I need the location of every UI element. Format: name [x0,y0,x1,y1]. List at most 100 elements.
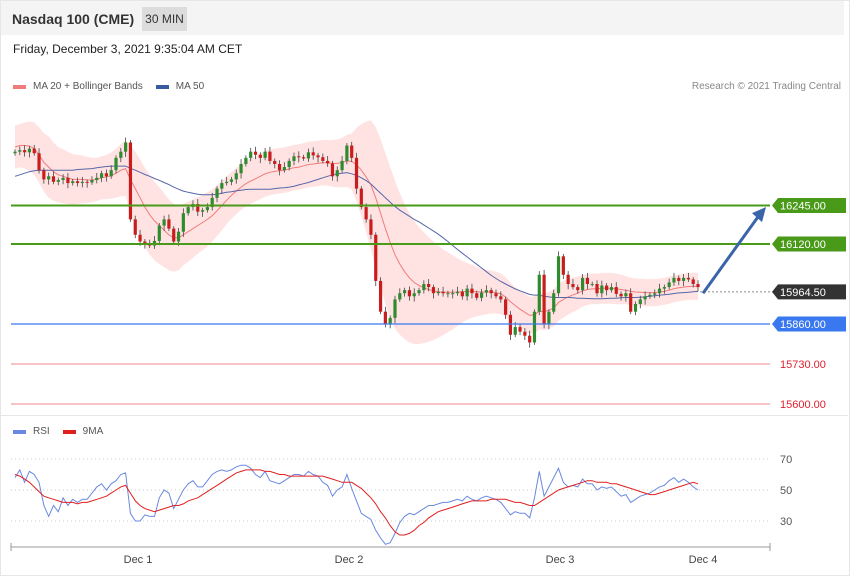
candle-down [677,277,681,281]
candle-up [47,176,51,180]
candle-up [624,293,628,297]
candle-up [403,290,407,294]
candle-up [215,188,219,198]
candle-up [186,207,190,214]
candle-up [124,142,128,152]
candle-down [75,181,80,184]
candle-up [455,291,460,294]
candle-down [133,219,137,235]
candle-down [268,151,272,161]
candle-down [37,153,41,171]
candle-up [90,179,94,183]
candle-up [61,177,65,180]
last-price-tag [772,284,846,300]
candle-down [364,207,368,220]
candle-down [23,150,27,153]
candle-up [465,288,469,297]
candle-down [321,157,325,161]
resistance-price-label: 16245.00 [780,201,826,213]
candle-up [176,231,181,242]
candle-down [42,170,46,180]
candle-up [657,288,662,294]
candle-down [350,145,354,158]
candle-up [436,291,440,294]
candle-up [244,157,248,164]
candle-down [427,283,431,288]
candle-down [383,311,387,324]
resistance-price-label: 16120.00 [780,239,826,251]
candle-up [398,293,402,300]
candle-up [681,277,686,281]
rsi-tick-label: 50 [780,485,792,497]
candle-up [200,210,205,212]
candle-up [287,160,291,168]
candle-down [316,155,320,158]
candle-down [528,335,532,343]
candle-down [258,154,262,158]
candle-up [513,327,517,335]
x-tick-label: Dec 2 [335,554,364,566]
candle-down [629,293,633,312]
candle-up [18,150,22,152]
ma50-swatch [155,84,169,89]
candle-up [56,179,60,182]
candle-down [378,280,383,312]
candle-up [393,299,397,318]
candle-up [633,303,638,312]
candle-down [196,203,200,212]
price-legend: MA 20 + Bollinger Bands MA 50 [13,81,204,92]
candle-down [143,241,147,244]
x-tick-label: Dec 1 [124,554,153,566]
candle-down [172,228,176,242]
projection-arrow-head [752,207,766,223]
candle-down [571,283,575,288]
candle-down [576,287,580,291]
projection-arrow [701,213,762,295]
candle-down [561,256,565,275]
candle-up [590,283,594,285]
candle-down [489,290,493,294]
candle-up [157,225,161,241]
candle-up [181,213,185,232]
candle-up [552,293,556,312]
support-price-label: 15730.00 [780,359,826,371]
candle-down [460,291,464,297]
candle-down [614,287,618,294]
last-price-label: 15964.50 [780,287,826,299]
candle-down [138,234,142,242]
candle-down [605,285,609,291]
rsi-legend: RSI 9MA [13,426,103,437]
candle-down [66,177,70,184]
candle-up [484,290,488,293]
candle-down [330,163,335,177]
candle-up [653,293,657,295]
candle-down [104,173,108,177]
candle-down [441,291,445,294]
candle-up [306,152,311,159]
candle-up [205,207,209,211]
candle-up [13,151,17,154]
candle-up [249,151,253,158]
candle-down [691,279,695,284]
candle-up [225,181,229,184]
candle-up [239,163,243,174]
chart-header: Nasdaq 100 (CME) 30 MIN [1,1,844,35]
candle-down [311,152,315,156]
candle-up [345,145,349,161]
candle-up [662,287,666,289]
candle-up [119,151,123,158]
candle-up [282,167,286,171]
candle-down [32,148,36,154]
copyright-text: Research © 2021 Trading Central [691,81,841,92]
candle-up [210,197,214,208]
rsi-swatch [13,429,26,434]
candle-up [80,181,84,184]
candle-up [609,287,614,291]
candle-up [638,299,642,304]
candle-down [302,157,306,159]
timeframe-button[interactable]: 30 MIN [142,7,187,31]
candle-down [619,293,623,297]
candle-up [547,311,551,324]
candle-up [479,292,484,298]
candle-down [277,163,282,171]
